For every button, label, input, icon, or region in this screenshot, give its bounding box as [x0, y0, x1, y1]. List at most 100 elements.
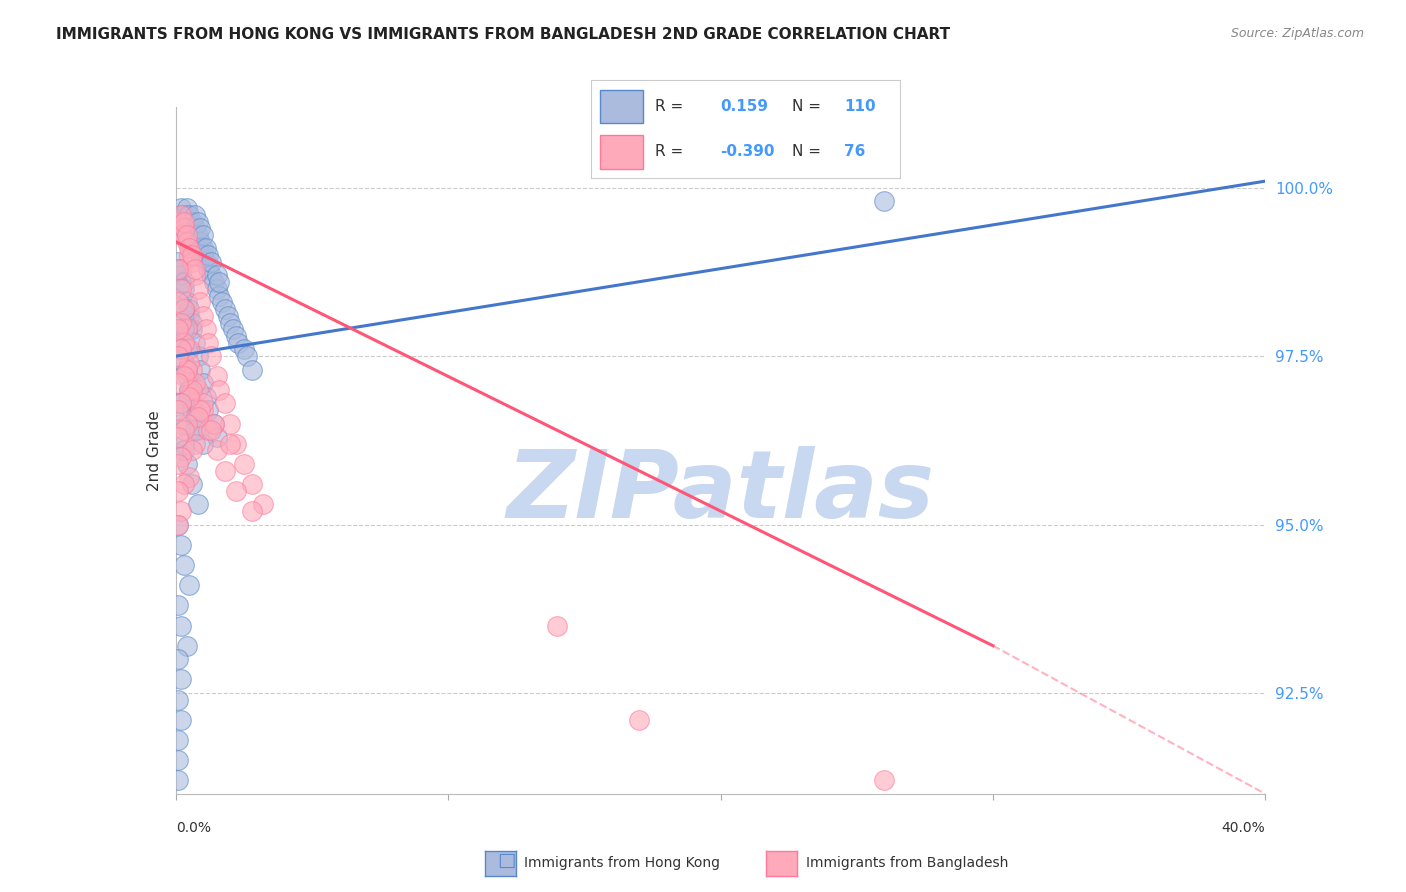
- Point: [170, 275, 193, 289]
- Point: [170, 396, 193, 410]
- Text: 0.159: 0.159: [720, 99, 769, 114]
- Point: [170, 268, 193, 283]
- Point: [181, 362, 204, 376]
- Point: [181, 403, 204, 417]
- Text: Immigrants from Hong Kong: Immigrants from Hong Kong: [524, 855, 720, 870]
- Point: [167, 295, 190, 310]
- Point: [176, 322, 198, 336]
- Point: [202, 417, 225, 431]
- Point: [170, 450, 193, 465]
- Point: [184, 335, 207, 350]
- Point: [184, 409, 207, 424]
- Point: [186, 383, 209, 397]
- Point: [186, 423, 209, 437]
- Point: [184, 376, 207, 391]
- Point: [170, 227, 193, 242]
- Point: [194, 390, 217, 404]
- Point: [200, 255, 222, 269]
- Point: [170, 343, 193, 357]
- Point: [167, 773, 190, 788]
- Point: [197, 261, 219, 276]
- Point: [188, 248, 211, 262]
- Point: [173, 477, 195, 491]
- Point: [173, 221, 195, 235]
- Point: [173, 436, 195, 450]
- Point: [167, 692, 190, 706]
- Point: [176, 362, 198, 376]
- Point: [173, 369, 195, 384]
- Point: [191, 248, 214, 262]
- Point: [205, 369, 228, 384]
- Point: [170, 201, 193, 215]
- Point: [173, 301, 195, 316]
- Point: [184, 208, 207, 222]
- Point: [179, 383, 201, 397]
- Point: [173, 335, 195, 350]
- Point: [167, 753, 190, 767]
- Point: [181, 316, 204, 330]
- Point: [173, 322, 195, 336]
- Text: □: □: [496, 851, 516, 870]
- Point: [176, 295, 198, 310]
- Text: N =: N =: [792, 99, 821, 114]
- Point: [167, 733, 190, 747]
- Point: [205, 443, 228, 458]
- Point: [186, 497, 209, 511]
- Point: [219, 316, 242, 330]
- Point: [188, 235, 211, 249]
- Point: [186, 282, 209, 296]
- Point: [214, 464, 236, 478]
- Point: [167, 517, 190, 532]
- Point: [170, 504, 193, 518]
- Point: [181, 477, 204, 491]
- Point: [252, 497, 274, 511]
- Point: [173, 558, 195, 572]
- FancyBboxPatch shape: [600, 136, 643, 169]
- Point: [188, 295, 211, 310]
- Point: [188, 221, 211, 235]
- Point: [170, 713, 193, 727]
- Point: [186, 214, 209, 228]
- Point: [240, 477, 263, 491]
- Point: [627, 713, 650, 727]
- Point: [179, 235, 201, 249]
- Point: [167, 316, 190, 330]
- Point: [219, 417, 242, 431]
- Point: [176, 201, 198, 215]
- Text: Source: ZipAtlas.com: Source: ZipAtlas.com: [1230, 27, 1364, 40]
- Point: [184, 235, 207, 249]
- Point: [179, 309, 201, 323]
- Point: [179, 214, 201, 228]
- Point: [167, 430, 190, 444]
- Point: [170, 316, 193, 330]
- Point: [197, 403, 219, 417]
- Point: [167, 349, 190, 363]
- Point: [167, 517, 190, 532]
- Point: [167, 599, 190, 613]
- Point: [167, 214, 190, 228]
- Text: N =: N =: [792, 145, 821, 160]
- Point: [184, 261, 207, 276]
- Point: [173, 356, 195, 370]
- Point: [176, 417, 198, 431]
- Point: [173, 214, 195, 228]
- Point: [873, 194, 896, 209]
- Point: [179, 390, 201, 404]
- Point: [179, 301, 201, 316]
- Point: [191, 436, 214, 450]
- Text: 110: 110: [844, 99, 876, 114]
- Point: [217, 309, 239, 323]
- Point: [181, 396, 204, 410]
- Point: [173, 301, 195, 316]
- Point: [170, 282, 193, 296]
- Point: [167, 396, 190, 410]
- Point: [184, 423, 207, 437]
- Point: [186, 242, 209, 256]
- Text: R =: R =: [655, 145, 683, 160]
- Point: [167, 376, 190, 391]
- Point: [219, 436, 242, 450]
- Point: [176, 369, 198, 384]
- Point: [179, 356, 201, 370]
- Text: Immigrants from Bangladesh: Immigrants from Bangladesh: [806, 855, 1008, 870]
- Point: [181, 255, 204, 269]
